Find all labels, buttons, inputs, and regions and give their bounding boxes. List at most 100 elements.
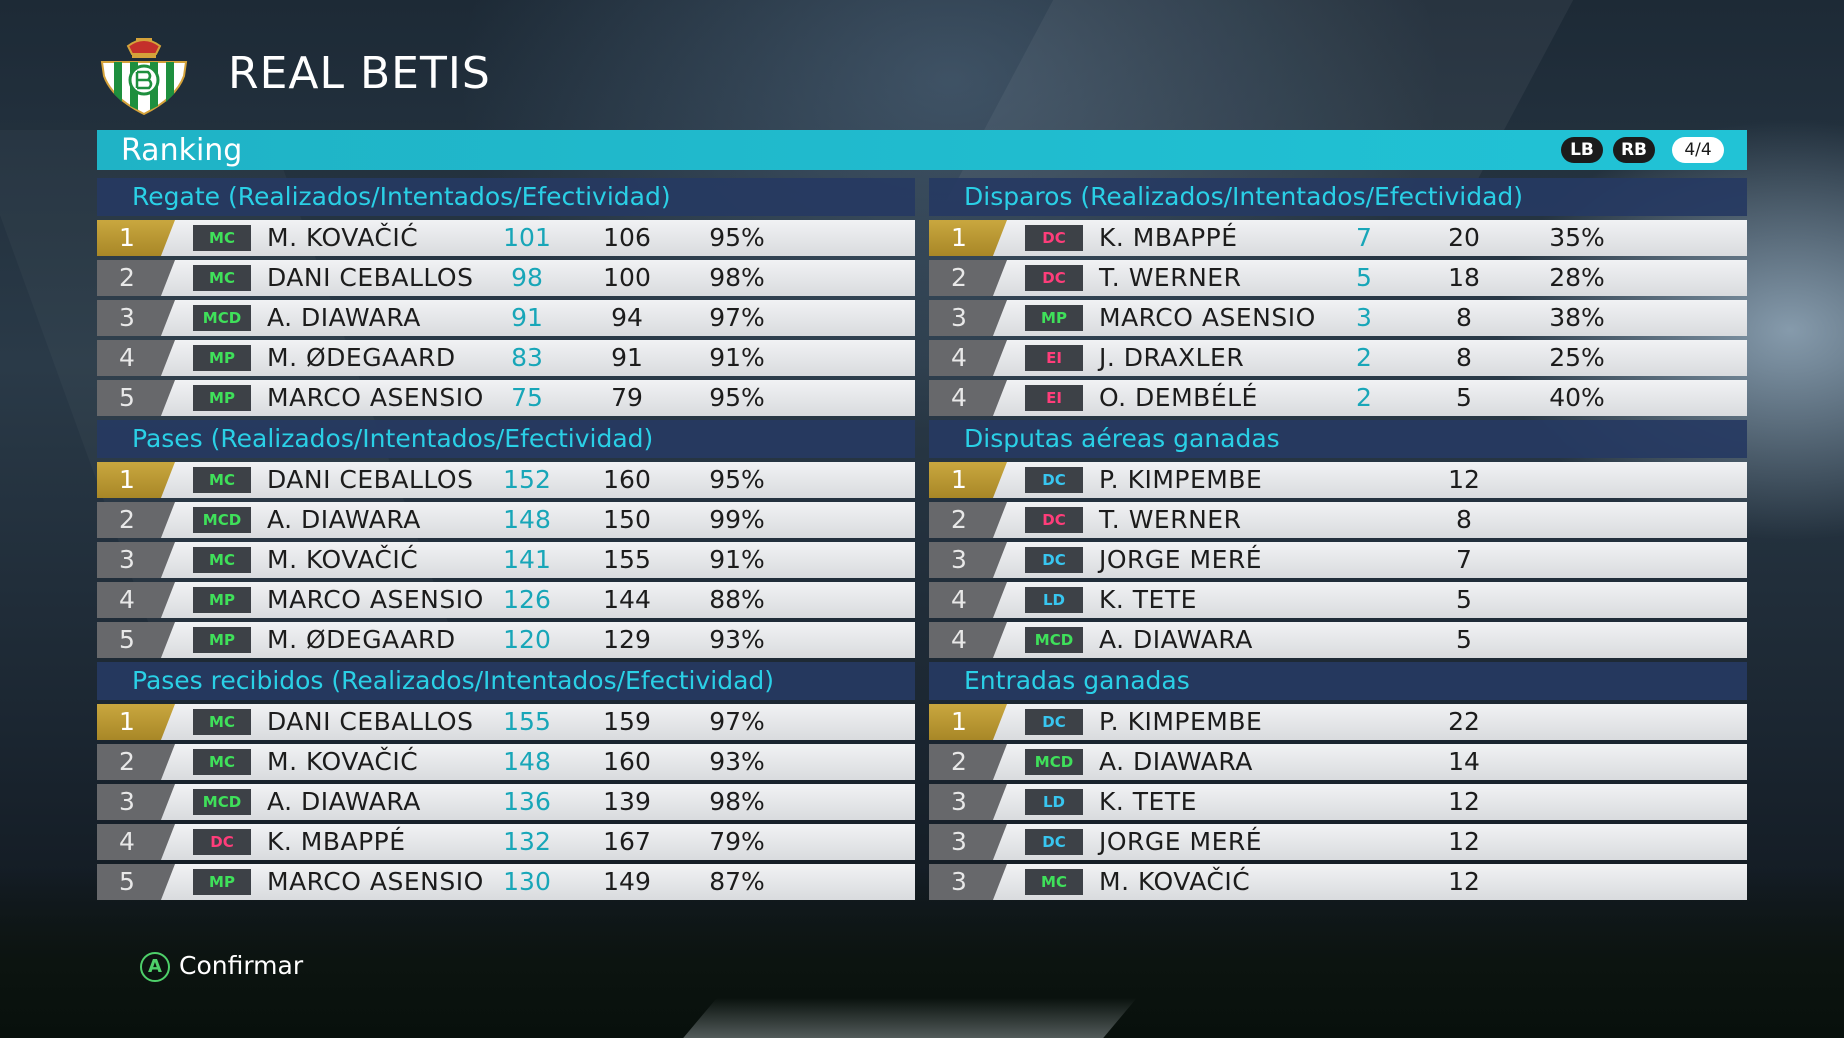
stat-made: 141 [503,545,551,574]
confirm-label: Confirmar [179,951,304,980]
stat-value: 5 [1456,585,1472,614]
position-badge: EI [1025,345,1083,371]
position-badge: MC [193,225,251,251]
player-name: A. DIAWARA [267,505,421,534]
position-badge: MP [193,385,251,411]
stat-value: 5 [1456,625,1472,654]
stat-effectiveness: 87% [709,867,765,896]
stat-attempted: 106 [603,223,651,252]
rank-badge: 2 [97,260,175,296]
stat-effectiveness: 28% [1549,263,1605,292]
position-badge: DC [1025,709,1083,735]
table-row[interactable]: 4 MP MARCO ASENSIO 126 144 88% [97,582,915,618]
stat-made: 152 [503,465,551,494]
rank-badge: 2 [97,502,175,538]
stat-attempted: 8 [1456,343,1472,372]
stat-value: 12 [1448,827,1480,856]
table-row[interactable]: 4 EI O. DEMBÉLÉ 2 5 40% [929,380,1747,416]
stat-attempted: 155 [603,545,651,574]
player-name: A. DIAWARA [1099,625,1253,654]
table-row[interactable]: 1 MC DANI CEBALLOS 152 160 95% [97,462,915,498]
stat-made: 91 [511,303,543,332]
page-indicator: 4/4 [1672,137,1724,163]
stat-value: 12 [1448,465,1480,494]
table-row[interactable]: 2 DC T. WERNER 5 18 28% [929,260,1747,296]
rank-badge: 4 [929,380,1007,416]
position-badge: DC [1025,829,1083,855]
rb-button[interactable]: RB [1613,137,1655,163]
player-name: MARCO ASENSIO [267,867,484,896]
rank-badge: 2 [929,744,1007,780]
stat-made: 3 [1356,303,1372,332]
table-row[interactable]: 3 LD K. TETE 12 [929,784,1747,820]
stat-effectiveness: 38% [1549,303,1605,332]
rank-badge: 5 [97,380,175,416]
table-row[interactable]: 3 MCD A. DIAWARA 91 94 97% [97,300,915,336]
table-row[interactable]: 2 MC M. KOVAČIĆ 148 160 93% [97,744,915,780]
stat-made: 136 [503,787,551,816]
table-row[interactable]: 3 DC JORGE MERÉ 7 [929,542,1747,578]
table-row[interactable]: 4 DC K. MBAPPÉ 132 167 79% [97,824,915,860]
table-row[interactable]: 3 MC M. KOVAČIĆ 12 [929,864,1747,900]
stat-effectiveness: 97% [709,707,765,736]
rank-badge: 4 [929,622,1007,658]
rank-badge: 2 [929,502,1007,538]
table-row[interactable]: 4 EI J. DRAXLER 2 8 25% [929,340,1747,376]
stat-effectiveness: 91% [709,343,765,372]
table-row[interactable]: 2 DC T. WERNER 8 [929,502,1747,538]
table-row[interactable]: 1 DC P. KIMPEMBE 22 [929,704,1747,740]
table-row[interactable]: 1 MC M. KOVAČIĆ 101 106 95% [97,220,915,256]
player-name: JORGE MERÉ [1099,545,1263,574]
table-row[interactable]: 4 LD K. TETE 5 [929,582,1747,618]
stat-effectiveness: 95% [709,465,765,494]
table-row[interactable]: 3 MC M. KOVAČIĆ 141 155 91% [97,542,915,578]
rank-badge: 5 [97,622,175,658]
stat-made: 132 [503,827,551,856]
table-row[interactable]: 5 MP MARCO ASENSIO 75 79 95% [97,380,915,416]
rank-badge: 1 [97,704,175,740]
stat-attempted: 167 [603,827,651,856]
player-name: MARCO ASENSIO [267,383,484,412]
player-name: A. DIAWARA [267,303,421,332]
player-name: P. KIMPEMBE [1099,465,1263,494]
table-row[interactable]: 2 MC DANI CEBALLOS 98 100 98% [97,260,915,296]
rank-badge: 3 [929,864,1007,900]
right-panel: Disparos (Realizados/Intentados/Efectivi… [929,178,1747,900]
position-badge: DC [1025,467,1083,493]
stat-effectiveness: 91% [709,545,765,574]
table-row[interactable]: 5 MP M. ØDEGAARD 120 129 93% [97,622,915,658]
table-row[interactable]: 1 DC K. MBAPPÉ 7 20 35% [929,220,1747,256]
table-row[interactable]: 3 MP MARCO ASENSIO 3 8 38% [929,300,1747,336]
table-row[interactable]: 1 MC DANI CEBALLOS 155 159 97% [97,704,915,740]
stat-made: 2 [1356,343,1372,372]
stat-effectiveness: 93% [709,747,765,776]
table-row[interactable]: 2 MCD A. DIAWARA 148 150 99% [97,502,915,538]
player-name: K. TETE [1099,585,1197,614]
table-row[interactable]: 4 MP M. ØDEGAARD 83 91 91% [97,340,915,376]
player-name: T. WERNER [1099,263,1242,292]
table-row[interactable]: 1 DC P. KIMPEMBE 12 [929,462,1747,498]
table-row[interactable]: 5 MP MARCO ASENSIO 130 149 87% [97,864,915,900]
stat-value: 22 [1448,707,1480,736]
section-header-pases-recibidos: Pases recibidos (Realizados/Intentados/E… [97,662,915,700]
position-badge: MP [193,587,251,613]
stat-made: 75 [511,383,543,412]
stat-made: 83 [511,343,543,372]
player-name: DANI CEBALLOS [267,707,474,736]
stat-made: 148 [503,505,551,534]
table-row[interactable]: 3 MCD A. DIAWARA 136 139 98% [97,784,915,820]
team-name: REAL BETIS [228,48,491,99]
rank-badge: 4 [929,582,1007,618]
table-row[interactable]: 4 MCD A. DIAWARA 5 [929,622,1747,658]
player-name: M. ØDEGAARD [267,343,456,372]
table-row[interactable]: 2 MCD A. DIAWARA 14 [929,744,1747,780]
player-name: DANI CEBALLOS [267,263,474,292]
stat-attempted: 79 [611,383,643,412]
ranking-bar: Ranking LB RB 4/4 [97,130,1747,170]
rank-badge: 3 [929,784,1007,820]
lb-button[interactable]: LB [1561,137,1603,163]
table-row[interactable]: 3 DC JORGE MERÉ 12 [929,824,1747,860]
position-badge: MCD [193,507,251,533]
rank-badge: 3 [929,300,1007,336]
stat-made: 98 [511,263,543,292]
